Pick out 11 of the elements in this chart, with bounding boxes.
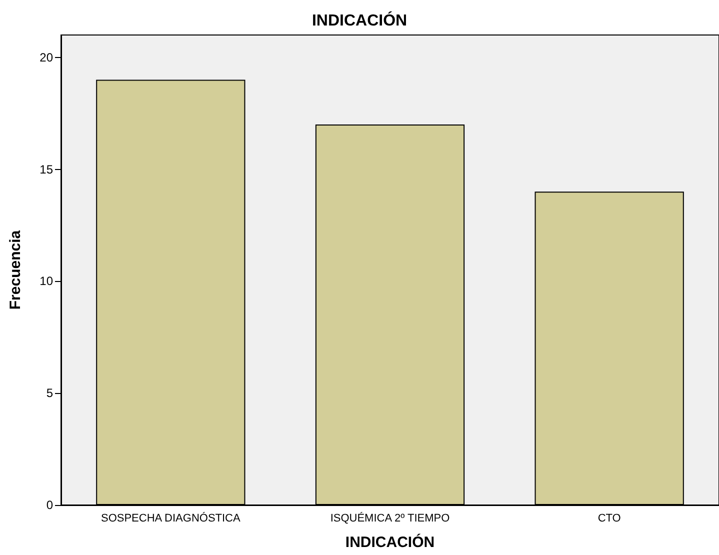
chart-title: INDICACIÓN [312, 10, 408, 30]
y-axis-title: Frecuencia [7, 230, 24, 310]
x-tick-label: SOSPECHA DIAGNÓSTICA [100, 512, 242, 524]
x-tick-label: CTO [598, 512, 622, 524]
y-tick-label: 20 [40, 50, 54, 64]
y-tick-label: 15 [40, 162, 54, 176]
x-axis-title: INDICACIÓN [345, 533, 435, 551]
y-tick-label: 5 [46, 386, 54, 400]
x-tick-label: ISQUÉMICA 2º TIEMPO [330, 512, 450, 524]
y-tick-label: 10 [40, 274, 54, 288]
y-tick-label: 0 [46, 498, 54, 512]
